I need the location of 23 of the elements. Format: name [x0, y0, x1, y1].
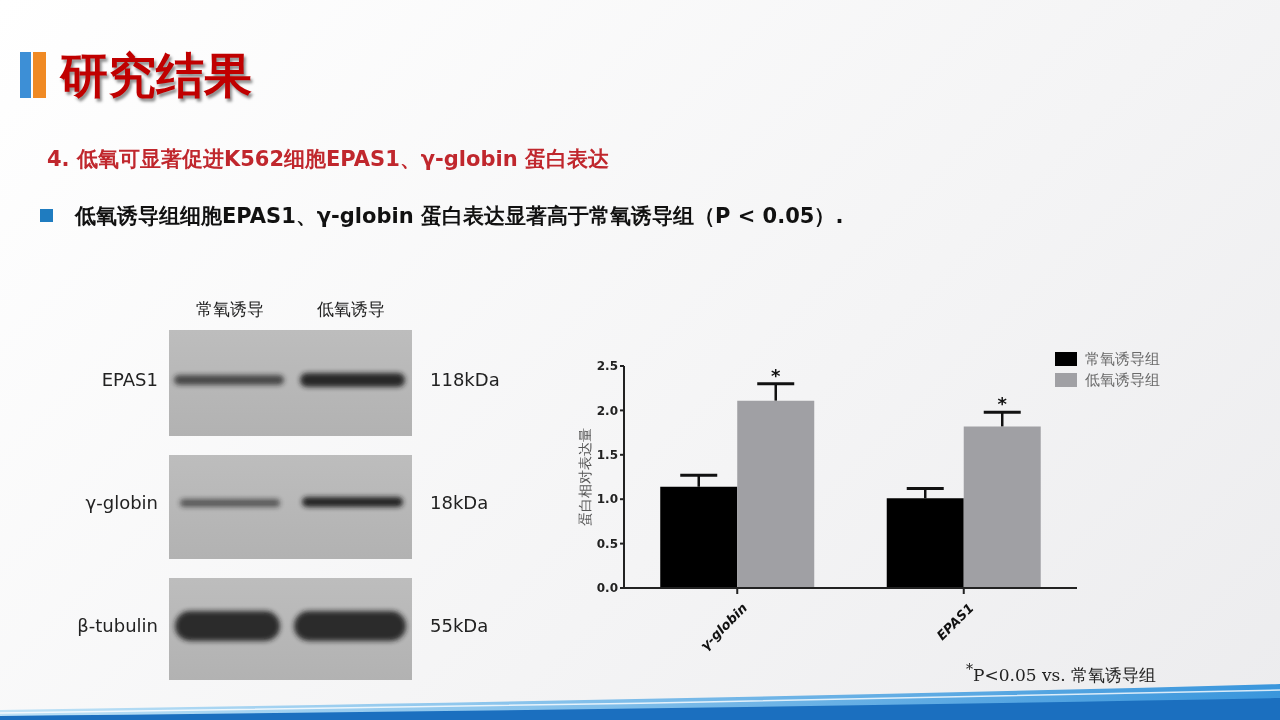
y-tick-label: 1.0 [596, 492, 618, 507]
category-label: 常氧诱导 [194, 298, 265, 321]
y-tick-label: 1.5 [596, 448, 618, 463]
legend-label: 常氧诱导组 [1085, 349, 1160, 368]
category-label: 118kDa [430, 369, 500, 390]
text: 研究结果 [60, 47, 252, 103]
category-label: 55kDa [430, 615, 489, 636]
legend-label: 低氧诱导组 [1085, 370, 1160, 389]
text: 低氧诱导组细胞EPAS1、γ-globin 蛋白表达显著高于常氧诱导组（P < 0.05）. [75, 203, 844, 230]
category-label: 18kDa [430, 492, 489, 513]
annotation: * [997, 393, 1008, 415]
category-label: 低氧诱导 [316, 298, 387, 321]
category-label: β-tubulin [77, 615, 158, 636]
text: 4. 低氧可显著促进K562细胞EPAS1、γ-globin 蛋白表达 [47, 146, 609, 173]
category-label: γ-globin [85, 492, 158, 513]
annotation: * [771, 364, 782, 386]
y-tick-label: 0.5 [596, 536, 618, 551]
y-tick-label: 2.5 [596, 359, 618, 374]
text: $^{*}$P<0.05 vs. 常氧诱导组 [966, 660, 1157, 686]
y-tick-label: 0.0 [596, 581, 618, 596]
category-label: EPAS1 [101, 369, 158, 390]
y-tick-label: 2.0 [596, 403, 618, 418]
y-axis-title: 蛋白相对表达量 [577, 428, 593, 526]
